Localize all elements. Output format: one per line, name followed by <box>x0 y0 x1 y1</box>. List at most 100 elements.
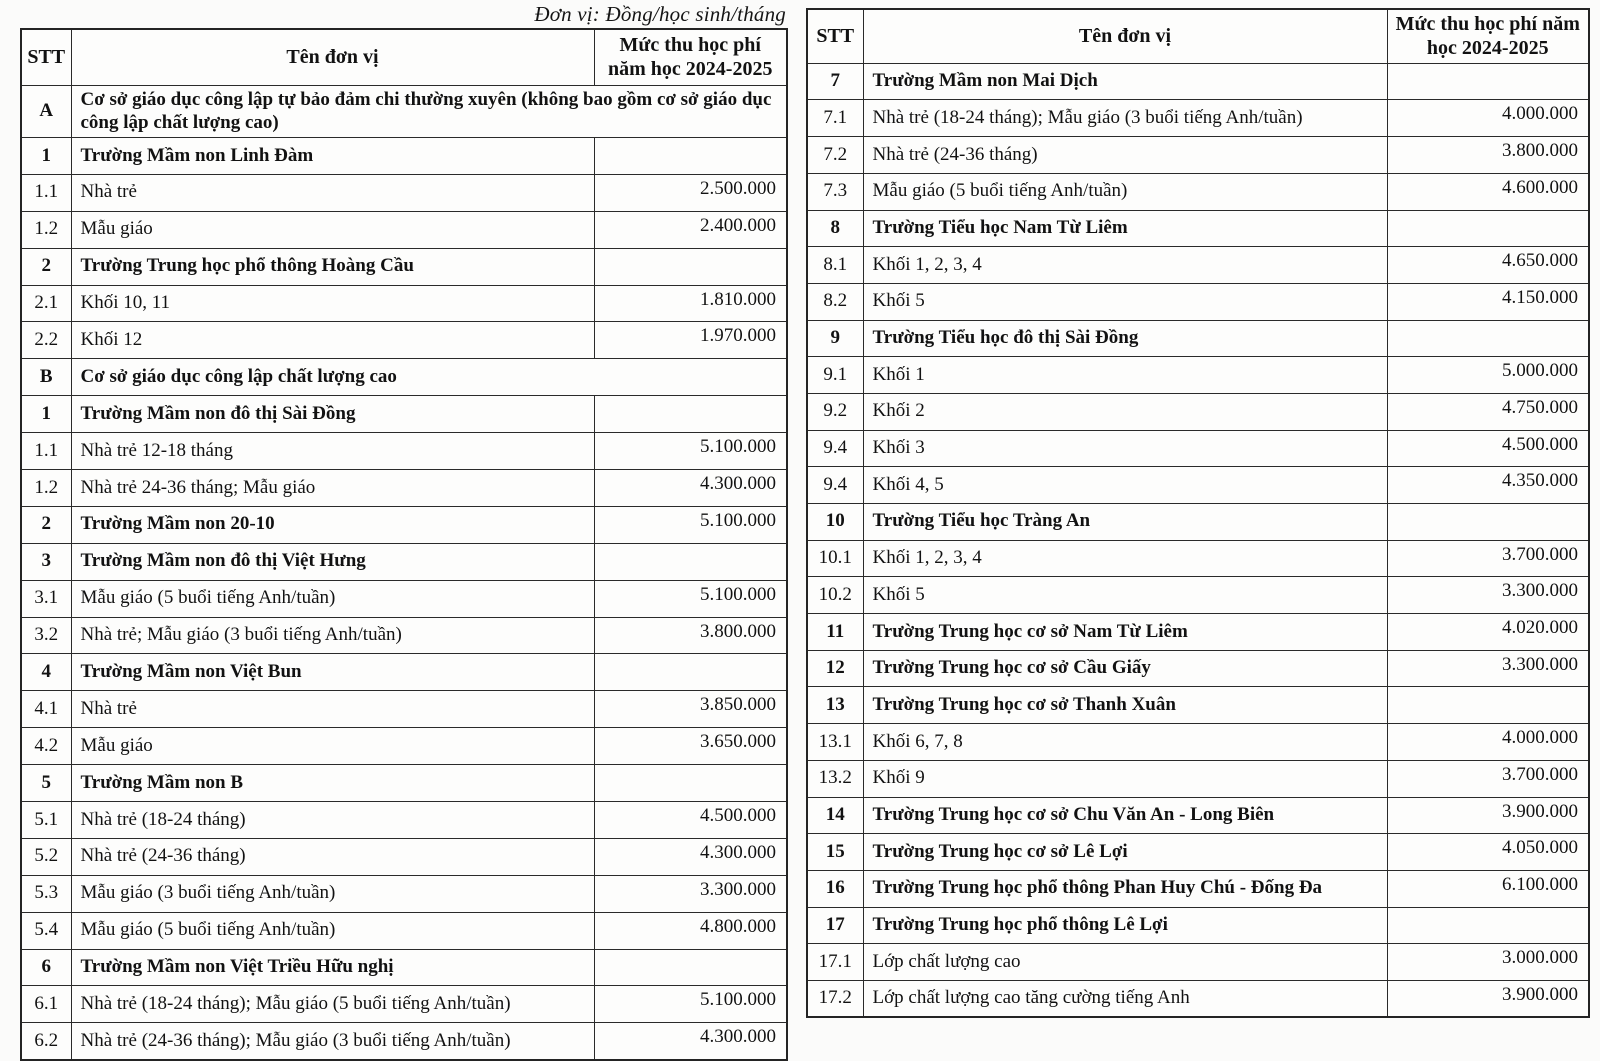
row-name: Khối 1 <box>862 356 1388 394</box>
table-row: 2 Trường Trung học phổ thông Hoàng Cầu <box>20 247 788 286</box>
row-name: Trường Trung học cơ sở Nam Từ Liêm <box>862 613 1388 651</box>
row-name: Trường Tiểu học Nam Từ Liêm <box>862 209 1388 248</box>
row-fee: 3.900.000 <box>1386 979 1590 1018</box>
header-row: STT Tên đơn vị Mức thu học phí năm học 2… <box>20 28 788 86</box>
row-name: Trường Mầm non Việt Triều Hữu nghị <box>70 948 595 987</box>
table-row: 1.1 Nhà trẻ 2.500.000 <box>20 173 788 212</box>
row-name: Khối 10, 11 <box>70 284 595 323</box>
row-fee: 3.900.000 <box>1386 796 1590 835</box>
row-fee <box>1386 503 1590 541</box>
table-row: 11 Trường Trung học cơ sở Nam Từ Liêm 4.02… <box>806 613 1590 651</box>
table-row: 5.1 Nhà trẻ (18-24 tháng) 4.500.000 <box>20 801 788 839</box>
table-row: 3 Trường Mầm non đô thị Việt Hưng <box>20 542 788 581</box>
row-fee <box>593 764 788 803</box>
table-row: 9.2 Khối 2 4.750.000 <box>806 392 1590 431</box>
row-stt: 12 <box>806 649 864 688</box>
row-name: Trường Trung học phổ thông Lê Lợi <box>862 906 1388 945</box>
row-name: Trường Trung học cơ sở Chu Văn An - Long… <box>862 796 1388 835</box>
row-name: Khối 5 <box>862 576 1388 615</box>
row-stt: 10 <box>806 503 864 541</box>
table-row: 10.1 Khối 1, 2, 3, 4 3.700.000 <box>806 539 1590 578</box>
table-row: 4.1 Nhà trẻ 3.850.000 <box>20 690 788 729</box>
row-fee: 4.800.000 <box>593 911 788 950</box>
row-name: Khối 5 <box>862 282 1388 321</box>
row-fee: 4.600.000 <box>1386 172 1590 211</box>
row-fee: 4.150.000 <box>1386 282 1590 321</box>
row-name: Nhà trẻ (18-24 tháng); Mẫu giáo (5 buổi … <box>70 985 595 1024</box>
row-name: Trường Trung học phổ thông Phan Huy Chú … <box>862 869 1388 908</box>
row-fee: 1.970.000 <box>593 321 788 360</box>
row-fee: 2.500.000 <box>593 173 788 212</box>
row-stt: 8 <box>806 209 864 248</box>
row-fee <box>1386 319 1590 358</box>
row-stt: 13 <box>806 686 864 725</box>
row-name: Trường Mầm non đô thị Sài Đồng <box>70 395 595 434</box>
row-fee: 4.500.000 <box>1386 429 1590 468</box>
row-stt: 17.2 <box>806 979 864 1018</box>
row-stt: 5.3 <box>20 874 72 913</box>
row-fee: 3.300.000 <box>1386 649 1590 688</box>
table-row: 8.2 Khối 5 4.150.000 <box>806 282 1590 321</box>
table-row: 3.1 Mẫu giáo (5 buổi tiếng Anh/tuần) 5.100… <box>20 579 788 618</box>
table-row: 10 Trường Tiểu học Tràng An <box>806 503 1590 541</box>
row-stt: 2 <box>20 505 72 544</box>
row-fee: 6.100.000 <box>1386 869 1590 908</box>
row-stt: 3.1 <box>20 579 72 618</box>
row-fee: 5.100.000 <box>593 432 788 471</box>
row-fee: 3.650.000 <box>593 727 788 766</box>
table-row: 17.1 Lớp chất lượng cao 3.000.000 <box>806 943 1590 981</box>
table-row: 13.1 Khối 6, 7, 8 4.000.000 <box>806 723 1590 761</box>
table-row: 9.4 Khối 4, 5 4.350.000 <box>806 466 1590 505</box>
row-stt: 4 <box>20 653 72 692</box>
row-stt: 10.1 <box>806 539 864 578</box>
row-name: Trường Tiểu học đô thị Sài Đồng <box>862 319 1388 358</box>
row-stt: 9.1 <box>806 356 864 394</box>
table-row: 6.1 Nhà trẻ (18-24 tháng); Mẫu giáo (5 bu… <box>20 985 788 1024</box>
table-row: 17.2 Lớp chất lượng cao tăng cường tiếng … <box>806 979 1590 1018</box>
row-stt: 6.1 <box>20 985 72 1024</box>
row-stt: 8.2 <box>806 282 864 321</box>
row-stt: 1.2 <box>20 469 72 507</box>
row-fee: 3.850.000 <box>593 690 788 729</box>
row-name: Cơ sở giáo dục công lập chất lượng cao <box>70 358 788 397</box>
row-fee <box>1386 686 1590 725</box>
row-fee <box>1386 906 1590 945</box>
row-name: Trường Mầm non đô thị Việt Hưng <box>70 542 595 581</box>
row-fee: 4.650.000 <box>1386 246 1590 284</box>
row-fee <box>1386 209 1590 248</box>
row-fee: 4.050.000 <box>1386 833 1590 871</box>
table-row: 9 Trường Tiểu học đô thị Sài Đồng <box>806 319 1590 358</box>
row-stt: 15 <box>806 833 864 871</box>
row-stt: 13.2 <box>806 759 864 798</box>
row-fee <box>1386 62 1590 101</box>
row-stt: 9.4 <box>806 466 864 505</box>
header-name: Tên đơn vị <box>862 8 1388 64</box>
row-stt: 5.1 <box>20 801 72 839</box>
row-name: Mẫu giáo <box>70 727 595 766</box>
table-row: 2 Trường Mầm non 20-10 5.100.000 <box>20 505 788 544</box>
row-name: Mẫu giáo (5 buổi tiếng Anh/tuần) <box>70 579 595 618</box>
row-name: Trường Mầm non 20-10 <box>70 505 595 544</box>
row-name: Mẫu giáo (5 buổi tiếng Anh/tuần) <box>862 172 1388 211</box>
row-name: Trường Trung học cơ sở Thanh Xuân <box>862 686 1388 725</box>
table-row: 1.2 Nhà trẻ 24-36 tháng; Mẫu giáo 4.300.00… <box>20 469 788 507</box>
row-stt: 13.1 <box>806 723 864 761</box>
table-row: 5.4 Mẫu giáo (5 buổi tiếng Anh/tuần) 4.800… <box>20 911 788 950</box>
row-stt: 2.2 <box>20 321 72 360</box>
row-fee: 4.000.000 <box>1386 723 1590 761</box>
table-row: 1 Trường Mầm non đô thị Sài Đồng <box>20 395 788 434</box>
row-name: Nhà trẻ <box>70 690 595 729</box>
row-stt: 16 <box>806 869 864 908</box>
row-stt: 5.4 <box>20 911 72 950</box>
row-name: Khối 4, 5 <box>862 466 1388 505</box>
row-fee: 4.350.000 <box>1386 466 1590 505</box>
row-fee <box>593 653 788 692</box>
table-row: 14 Trường Trung học cơ sở Chu Văn An - Lo… <box>806 796 1590 835</box>
row-fee <box>593 395 788 434</box>
table-row: 10.2 Khối 5 3.300.000 <box>806 576 1590 615</box>
row-name: Trường Mầm non Mai Dịch <box>862 62 1388 101</box>
fee-table-right-body: 7 Trường Mầm non Mai Dịch 7.1 Nhà trẻ (18-2… <box>806 62 1590 1018</box>
row-stt: B <box>20 358 72 397</box>
row-name: Cơ sở giáo dục công lập tự bảo đảm chi t… <box>70 84 788 138</box>
table-row: 1 Trường Mầm non Linh Đàm <box>20 137 788 175</box>
